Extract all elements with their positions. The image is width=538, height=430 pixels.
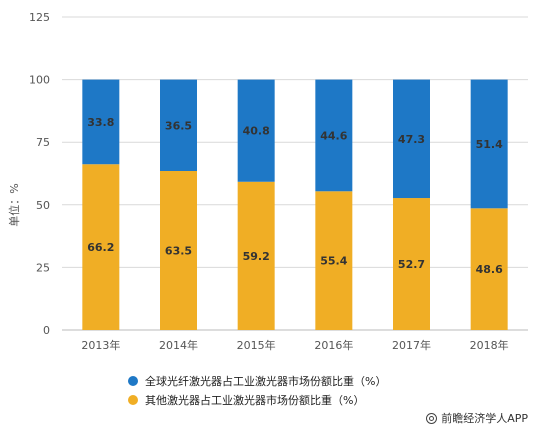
data-label-other: 55.4 [320, 255, 347, 268]
bar-other [315, 191, 353, 330]
y-tick-label: 75 [36, 136, 50, 149]
source-credit: 前瞻经济学人APP [426, 410, 528, 426]
y-axis-ticks: 0 25 50 75 100 125 [29, 11, 50, 337]
legend-item-other: 其他激光器占工业激光器市场份额比重（%） [128, 390, 386, 409]
y-tick-label: 50 [36, 199, 50, 212]
legend-item-fiber: 全球光纤激光器占工业激光器市场份额比重（%） [128, 371, 386, 390]
legend-label-other: 其他激光器占工业激光器市场份额比重（%） [145, 393, 365, 407]
x-tick-label: 2015年 [237, 338, 276, 352]
x-tick-label: 2016年 [314, 338, 353, 352]
x-axis-ticks: 2013年 2014年 2015年 2016年 2017年 2018年 [81, 338, 508, 352]
x-tick-label: 2013年 [81, 338, 120, 352]
bar-other [237, 181, 275, 330]
data-label-fiber: 44.6 [320, 129, 347, 142]
y-tick-label: 125 [29, 11, 50, 24]
x-tick-label: 2014年 [159, 338, 198, 352]
bars [82, 79, 508, 330]
stacked-bar-chart: 0 25 50 75 100 125 66.2 33.8 63.5 36.5 59.2 40.8 55… [7, 11, 528, 352]
source-credit-text: 前瞻经济学人APP [441, 412, 528, 425]
legend: 全球光纤激光器占工业激光器市场份额比重（%） 其他激光器占工业激光器市场份额比重… [128, 371, 386, 409]
bar-fiber [160, 79, 197, 171]
data-label-other: 52.7 [398, 258, 425, 271]
data-label-fiber: 33.8 [87, 116, 114, 129]
data-label-fiber: 51.4 [476, 138, 503, 151]
data-label-other: 48.6 [476, 263, 503, 276]
bar-fiber [315, 79, 353, 192]
circle-logo-icon [426, 412, 438, 424]
bar-other [160, 170, 197, 330]
legend-label-fiber: 全球光纤激光器占工业激光器市场份额比重（%） [145, 374, 387, 388]
data-label-fiber: 47.3 [398, 133, 425, 146]
grid-lines [62, 16, 528, 331]
data-labels: 66.2 33.8 63.5 36.5 59.2 40.8 55.4 44.6 52.7 47.3… [87, 116, 503, 276]
legend-swatch-other [128, 394, 138, 405]
bar-other [393, 198, 430, 330]
bar-other [470, 208, 508, 330]
bar-fiber [470, 79, 508, 209]
data-label-fiber: 36.5 [165, 119, 192, 132]
data-label-other: 63.5 [165, 244, 192, 257]
y-axis-label: 单位：% [7, 183, 21, 226]
data-label-other: 59.2 [243, 250, 270, 263]
y-tick-label: 25 [36, 261, 50, 274]
y-tick-label: 0 [43, 324, 50, 337]
bar-other [82, 164, 120, 330]
bar-fiber [237, 79, 275, 182]
bar-fiber [82, 79, 120, 165]
bar-fiber [393, 79, 430, 199]
x-tick-label: 2018年 [470, 338, 509, 352]
y-tick-label: 100 [29, 74, 50, 87]
x-tick-label: 2017年 [392, 338, 431, 352]
legend-swatch-fiber [128, 375, 138, 386]
data-label-other: 66.2 [87, 241, 114, 254]
data-label-fiber: 40.8 [243, 125, 270, 138]
